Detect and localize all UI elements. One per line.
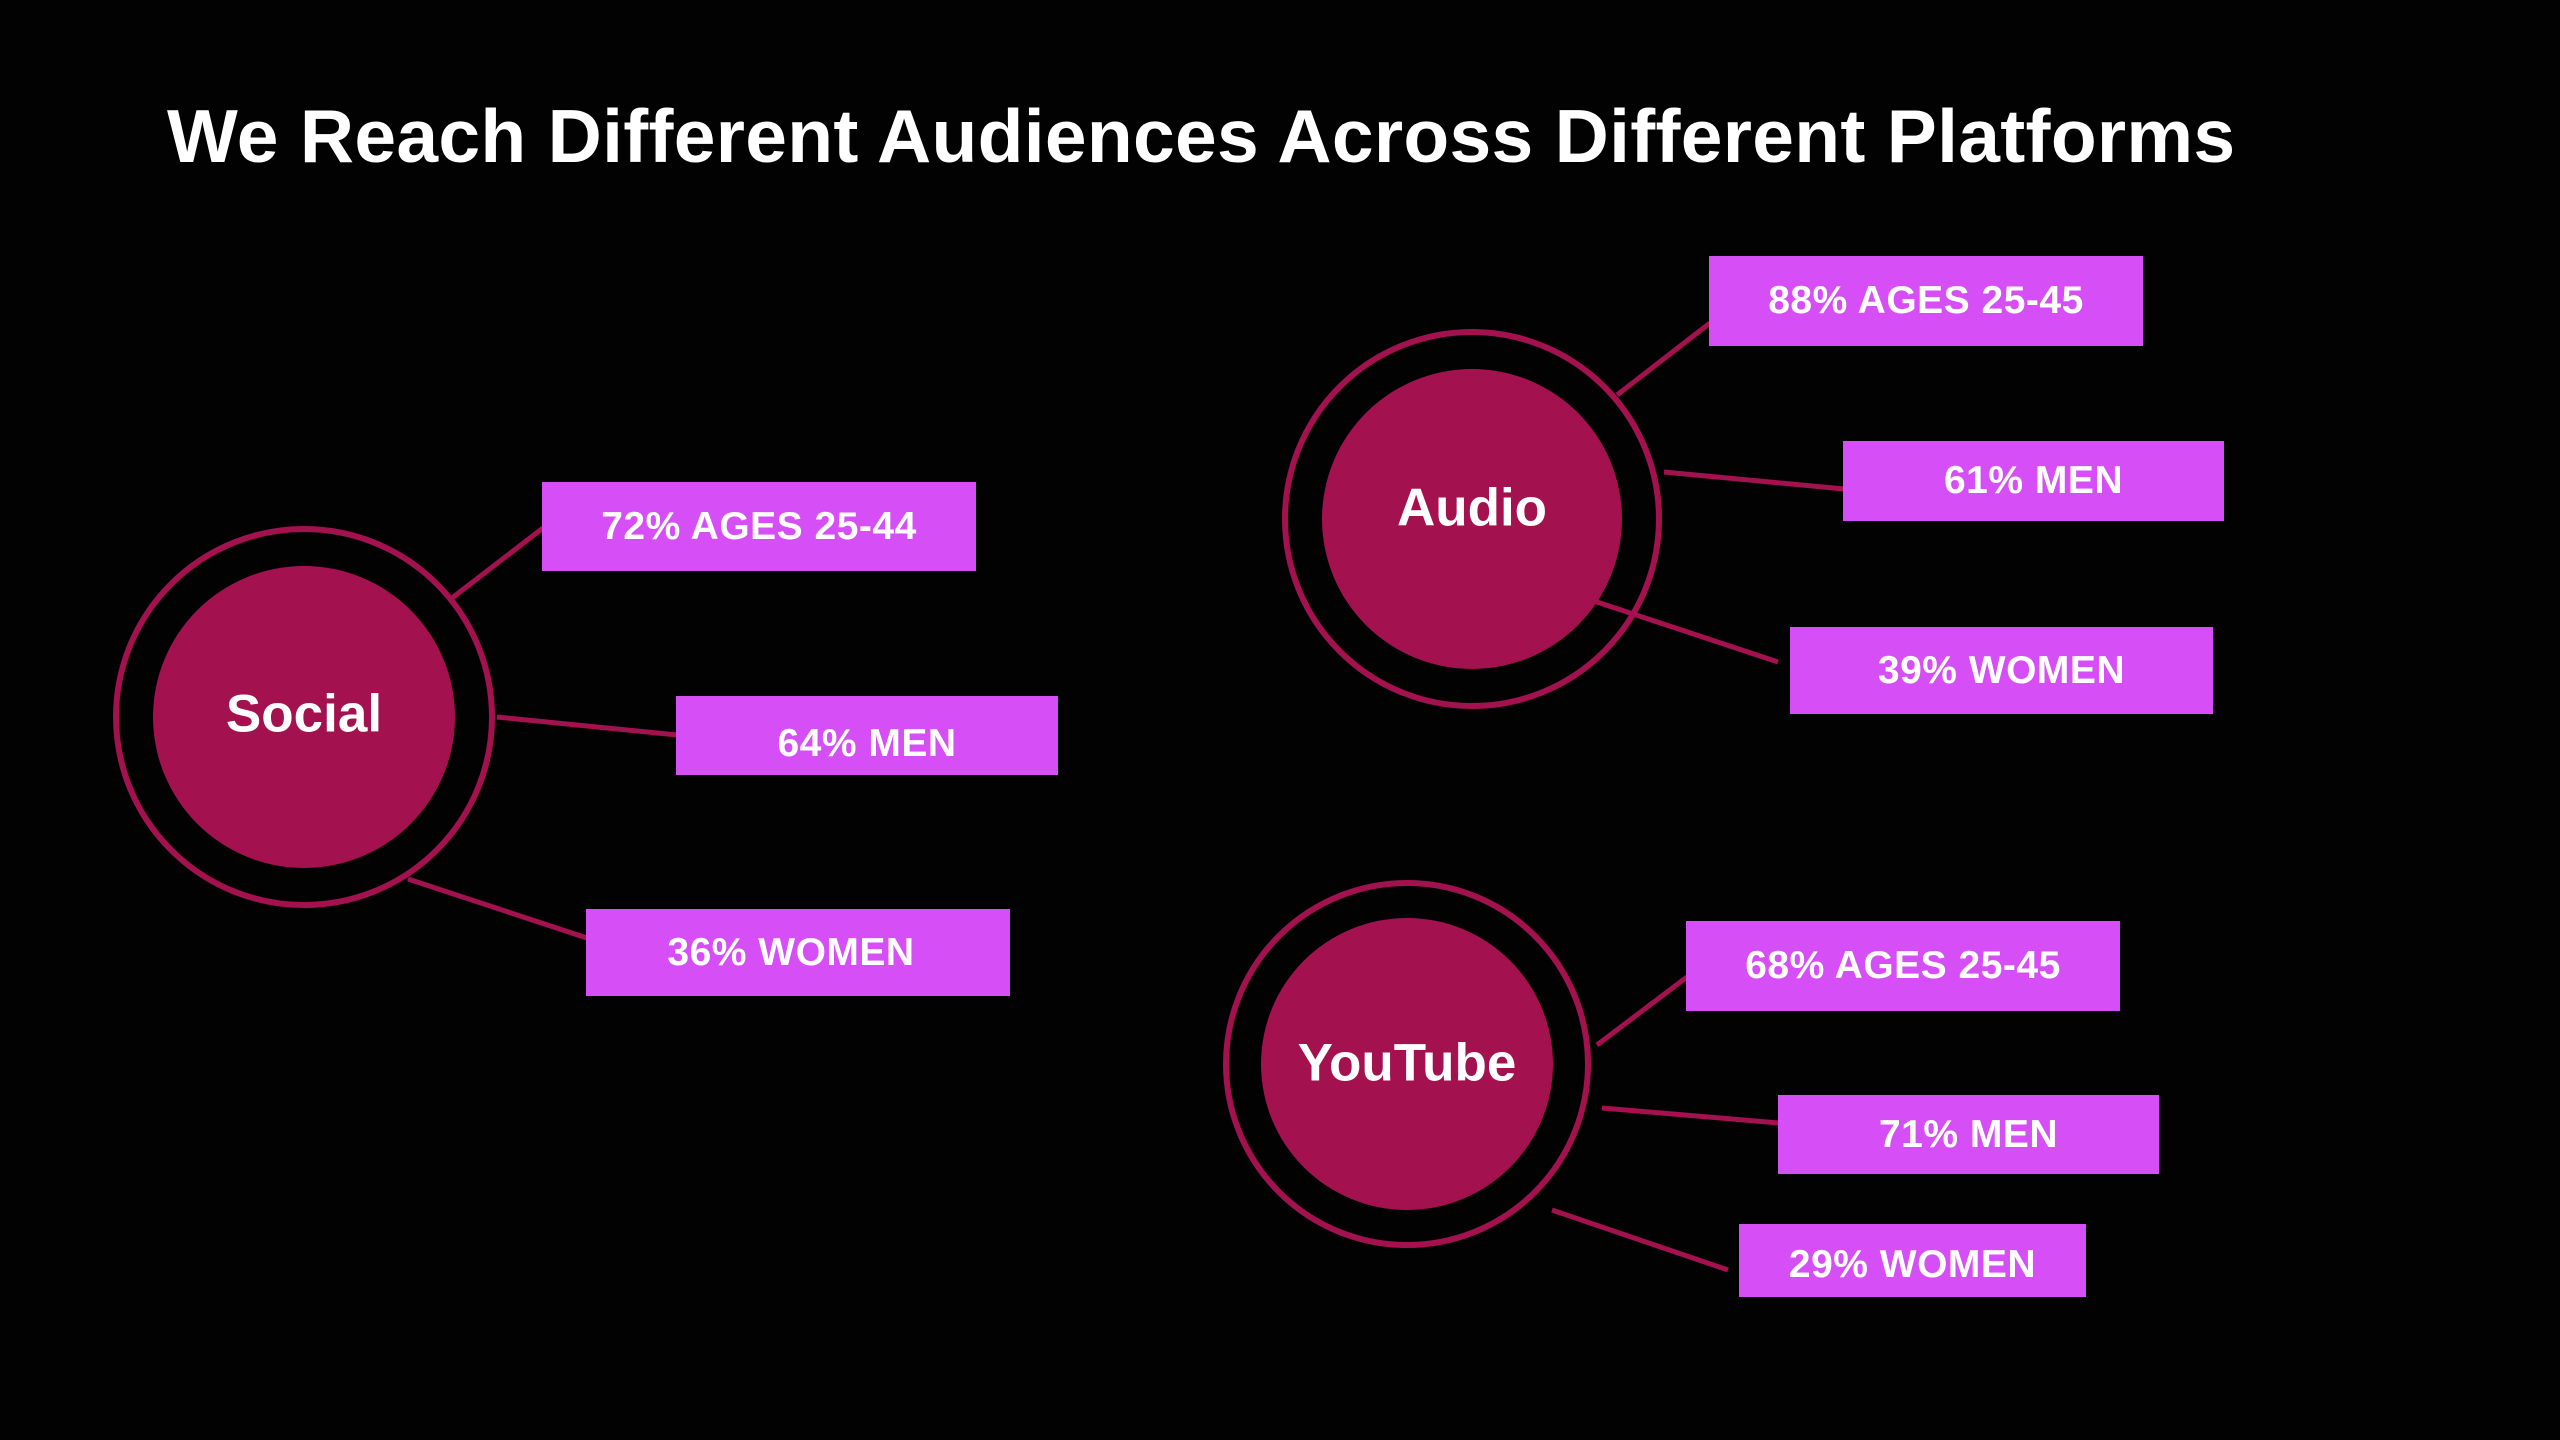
youtube-men-text: 71% MEN — [1878, 1112, 2059, 1156]
page-title: We Reach Different Audiences Across Diff… — [167, 94, 2236, 178]
youtube-ages-box: 68% AGES 25-45 — [1686, 921, 2120, 1011]
social-ages-box: 72% AGES 25-44 — [542, 482, 976, 571]
audio-women-text: 39% WOMEN — [1877, 648, 2126, 692]
connector-social-men — [496, 714, 678, 738]
youtube-label: YouTube — [1297, 1033, 1517, 1093]
connector-social-ages — [450, 526, 545, 600]
audio-women-box: 39% WOMEN — [1790, 627, 2213, 714]
youtube-circle — [1261, 918, 1553, 1210]
youtube-men-box: 71% MEN — [1778, 1095, 2159, 1174]
connector-audio-men — [1663, 469, 1845, 492]
audio-circle — [1322, 369, 1622, 669]
youtube-outer-ring — [1223, 880, 1591, 1248]
connector-social-women — [407, 876, 588, 941]
social-circle — [153, 566, 455, 868]
social-women-text: 36% WOMEN — [667, 930, 915, 974]
youtube-women-text: 29% WOMEN — [1788, 1242, 2037, 1286]
connector-audio-women — [1593, 598, 1779, 665]
social-men-text: 64% MEN — [777, 721, 957, 765]
youtube-women-box: 29% WOMEN — [1739, 1224, 2086, 1297]
audio-outer-ring — [1282, 329, 1662, 709]
audio-men-box: 61% MEN — [1843, 441, 2224, 521]
audio-ages-text: 88% AGES 25-45 — [1768, 279, 2084, 322]
youtube-ages-text: 68% AGES 25-45 — [1745, 944, 2061, 987]
audio-label: Audio — [1396, 478, 1548, 538]
social-women-box: 36% WOMEN — [586, 909, 1010, 996]
connector-youtube-ages — [1595, 975, 1689, 1047]
social-men-box: 64% MEN — [676, 696, 1058, 775]
social-ages-text: 72% AGES 25-44 — [601, 504, 917, 548]
connector-youtube-women — [1551, 1207, 1729, 1273]
connector-audio-ages — [1615, 321, 1712, 397]
audio-men-text: 61% MEN — [1943, 459, 2124, 502]
audio-ages-box: 88% AGES 25-45 — [1709, 256, 2143, 346]
social-label: Social — [225, 684, 383, 744]
social-outer-ring — [113, 526, 495, 908]
connector-youtube-men — [1601, 1105, 1780, 1126]
